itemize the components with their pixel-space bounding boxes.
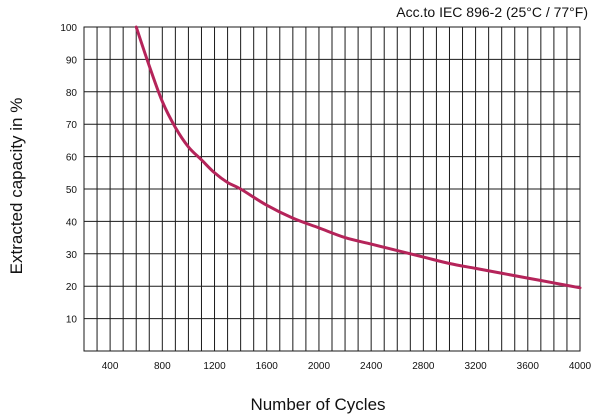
plot-frame <box>83 26 581 352</box>
y-tick-label: 100 <box>60 23 77 34</box>
x-tick-label: 1600 <box>256 361 279 372</box>
series-line-capacity <box>134 25 582 290</box>
y-tick-label: 90 <box>66 55 78 66</box>
y-tick-label: 30 <box>66 250 78 261</box>
y-axis-title: Extracted capacity in % <box>7 98 26 275</box>
x-tick-label: 2800 <box>412 361 435 372</box>
y-tick-labels: 10 20 30 40 50 60 70 80 90 100 <box>60 23 77 326</box>
x-tick-label: 3200 <box>464 361 487 372</box>
x-axis-title: Number of Cycles <box>250 395 385 414</box>
x-tick-label: 400 <box>102 361 119 372</box>
y-tick-label: 50 <box>66 185 78 196</box>
x-tick-labels: 400 800 1200 1600 2000 2400 2800 3200 3600 4000 <box>102 361 592 372</box>
y-tick-label: 80 <box>66 88 78 99</box>
x-tick-label: 3600 <box>517 361 540 372</box>
y-tick-label: 60 <box>66 153 78 164</box>
y-tick-label: 40 <box>66 217 78 228</box>
x-tick-label: 1200 <box>203 361 226 372</box>
x-tick-label: 800 <box>154 361 171 372</box>
y-tick-label: 70 <box>66 120 78 131</box>
x-tick-label: 2000 <box>308 361 331 372</box>
y-tick-label: 10 <box>66 315 78 326</box>
y-tick-label: 20 <box>66 282 78 293</box>
chart-title: Acc.to IEC 896-2 (25°C / 77°F) <box>396 4 588 20</box>
x-tick-label: 4000 <box>569 361 592 372</box>
x-tick-label: 2400 <box>360 361 383 372</box>
